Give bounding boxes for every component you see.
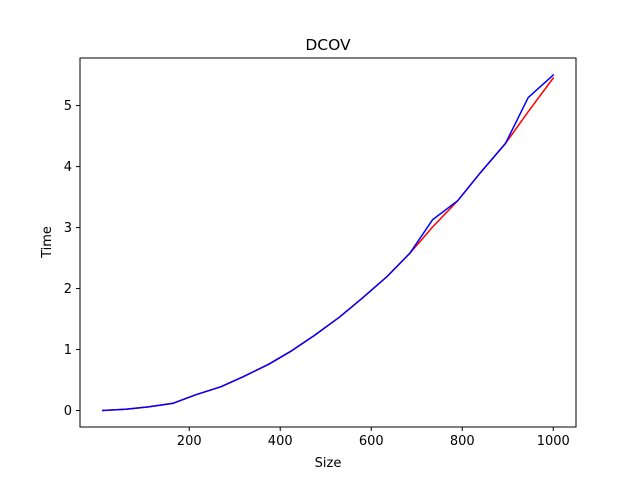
y-tick-label: 3	[64, 221, 72, 236]
y-tick-label: 5	[64, 99, 72, 114]
y-axis-label: Time	[40, 226, 55, 259]
x-tick-label: 800	[450, 434, 475, 449]
chart-title: DCOV	[305, 36, 351, 54]
x-tick-label: 400	[268, 434, 293, 449]
x-tick-label: 600	[359, 434, 384, 449]
series-layer	[102, 74, 555, 412]
y-tick-label: 2	[64, 282, 72, 297]
axes-frame	[79, 57, 577, 428]
x-axis-ticks: 200 400 600 800 1000	[177, 427, 570, 449]
plot-background	[80, 58, 576, 427]
x-tick-label: 200	[177, 434, 202, 449]
x-tick-label: 1000	[537, 434, 570, 449]
y-tick-label: 4	[64, 160, 72, 175]
y-axis-ticks: 0 1 2 3 4 5	[64, 99, 80, 419]
y-tick-label: 0	[64, 404, 72, 419]
y-tick-label: 1	[64, 343, 72, 358]
series-line-1	[102, 74, 555, 412]
plot-area	[79, 57, 577, 428]
x-axis-label: Size	[315, 456, 342, 471]
